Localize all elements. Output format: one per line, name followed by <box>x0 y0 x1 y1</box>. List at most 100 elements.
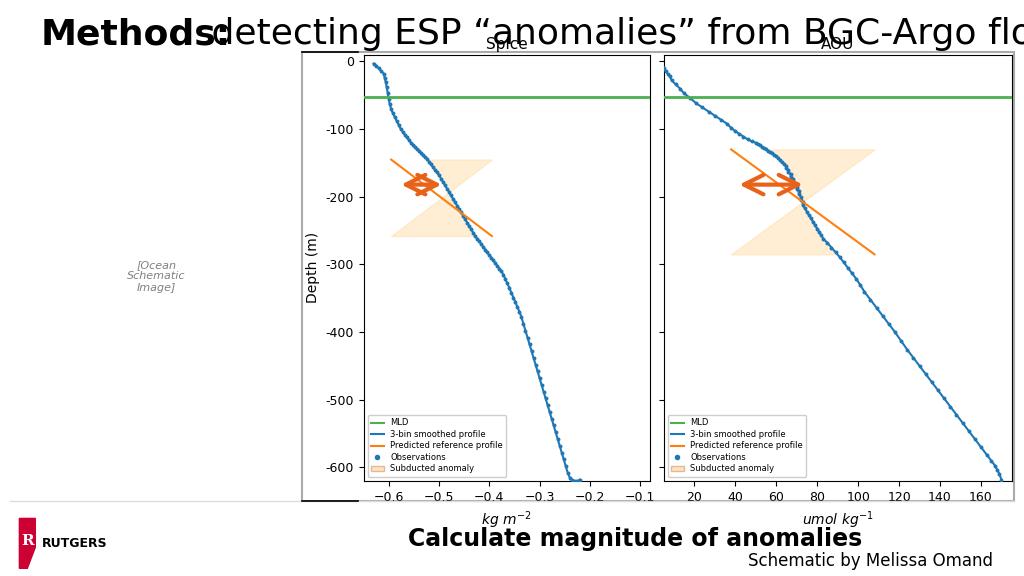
Point <box>496 270 512 279</box>
Point <box>567 476 584 486</box>
Point <box>446 198 463 207</box>
Point <box>483 253 500 262</box>
Point <box>383 104 399 113</box>
Point <box>517 326 534 335</box>
Point <box>380 88 396 97</box>
Point <box>379 82 395 92</box>
Point <box>852 280 868 289</box>
Point <box>655 63 672 73</box>
Point <box>400 135 417 145</box>
Point <box>571 475 588 484</box>
Point <box>425 162 441 172</box>
Text: Calculate magnitude of anomalies: Calculate magnitude of anomalies <box>408 527 862 551</box>
Point <box>881 319 897 328</box>
Point <box>423 160 439 169</box>
Point <box>513 313 529 322</box>
Point <box>487 259 504 268</box>
Text: Methods:: Methods: <box>41 17 231 51</box>
Point <box>823 243 840 252</box>
Point <box>381 94 397 103</box>
Point <box>505 293 521 302</box>
Point <box>536 387 552 396</box>
Point <box>936 394 952 403</box>
Point <box>485 256 502 265</box>
Point <box>874 311 891 320</box>
Text: R: R <box>22 535 34 548</box>
Point <box>503 288 519 297</box>
Point <box>664 76 680 85</box>
Point <box>887 328 903 337</box>
Point <box>519 333 536 342</box>
Point <box>390 120 407 130</box>
Point <box>805 217 821 226</box>
Point <box>394 127 411 137</box>
Point <box>441 187 458 196</box>
Point <box>776 160 793 169</box>
Point <box>899 345 915 354</box>
Point <box>492 264 508 273</box>
Point <box>993 475 1010 484</box>
Point <box>465 228 481 237</box>
Point <box>388 116 404 126</box>
Point <box>750 139 766 149</box>
Title: Spice: Spice <box>486 37 527 52</box>
Point <box>754 142 770 151</box>
Point <box>442 191 459 200</box>
Point <box>797 204 813 213</box>
Polygon shape <box>19 518 35 569</box>
Point <box>494 267 510 276</box>
Title: AOU: AOU <box>821 37 854 52</box>
Point <box>653 61 670 70</box>
Point <box>786 178 803 187</box>
Point <box>723 123 739 132</box>
Point <box>813 231 829 240</box>
Point <box>373 66 389 75</box>
Point <box>546 421 562 430</box>
Point <box>419 154 435 164</box>
Point <box>948 410 965 419</box>
Point <box>376 69 392 78</box>
Point <box>657 66 674 75</box>
Point <box>815 234 831 243</box>
Point <box>803 214 819 223</box>
X-axis label: $umol\ kg^{-1}$: $umol\ kg^{-1}$ <box>802 509 873 531</box>
Point <box>377 73 393 82</box>
Point <box>930 386 946 395</box>
Point <box>989 465 1006 475</box>
Point <box>499 279 515 288</box>
Point <box>449 201 465 210</box>
Point <box>527 360 544 369</box>
Point <box>515 319 531 328</box>
Point <box>525 353 542 362</box>
Point <box>409 144 425 153</box>
Point <box>809 224 825 233</box>
Point <box>469 234 485 243</box>
Point <box>954 418 971 427</box>
Point <box>386 112 402 122</box>
Point <box>481 251 498 260</box>
Point <box>459 218 475 227</box>
Point <box>811 228 827 237</box>
Point <box>707 111 723 120</box>
Point <box>378 77 394 86</box>
Point <box>550 434 566 444</box>
Point <box>556 454 572 464</box>
Point <box>540 400 556 410</box>
Point <box>768 151 784 161</box>
Point <box>421 157 437 166</box>
Point <box>463 225 479 234</box>
Point <box>396 130 413 139</box>
Point <box>893 336 909 346</box>
Point <box>455 211 471 221</box>
Point <box>402 138 419 147</box>
Point <box>682 93 698 103</box>
Legend: MLD, 3-bin smoothed profile, Predicted reference profile, Observations, Subducte: MLD, 3-bin smoothed profile, Predicted r… <box>668 415 806 477</box>
Point <box>404 140 421 149</box>
Point <box>392 124 409 134</box>
Point <box>384 108 400 118</box>
Point <box>719 119 735 128</box>
Point <box>398 132 415 142</box>
Point <box>676 89 692 98</box>
Point <box>461 221 477 230</box>
Point <box>569 476 586 486</box>
